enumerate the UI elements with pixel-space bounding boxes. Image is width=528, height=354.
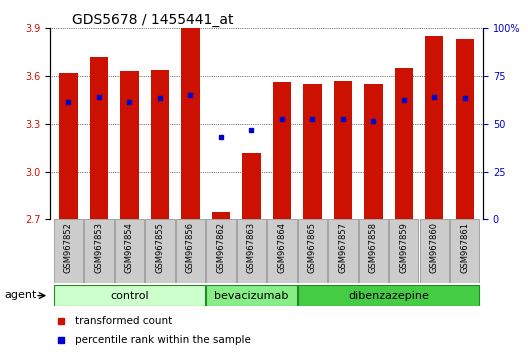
Bar [206, 219, 235, 283]
Bar [359, 219, 388, 283]
Text: GSM967853: GSM967853 [95, 222, 103, 273]
Bar [328, 219, 357, 283]
Bar [59, 73, 78, 219]
Text: GSM967855: GSM967855 [155, 222, 164, 273]
Text: GSM967857: GSM967857 [338, 222, 347, 273]
Text: GDS5678 / 1455441_at: GDS5678 / 1455441_at [72, 13, 233, 27]
Text: GSM967852: GSM967852 [64, 222, 73, 273]
Bar [237, 219, 266, 283]
Bar [145, 219, 175, 283]
Bar [151, 70, 169, 219]
Bar [425, 36, 444, 219]
Bar [90, 57, 108, 219]
Bar [450, 219, 479, 283]
Text: GSM967856: GSM967856 [186, 222, 195, 273]
Text: percentile rank within the sample: percentile rank within the sample [76, 335, 251, 345]
Bar [298, 285, 479, 306]
Text: GSM967865: GSM967865 [308, 222, 317, 273]
Bar [389, 219, 419, 283]
Bar [303, 84, 322, 219]
Bar [206, 285, 297, 306]
Bar [176, 219, 205, 283]
Text: GSM967860: GSM967860 [430, 222, 439, 273]
Bar [212, 211, 230, 219]
Text: GSM967862: GSM967862 [216, 222, 225, 273]
Bar [334, 81, 352, 219]
Bar [420, 219, 449, 283]
Text: transformed count: transformed count [76, 316, 173, 326]
Bar [267, 219, 297, 283]
Bar [54, 219, 83, 283]
Text: GSM967864: GSM967864 [277, 222, 286, 273]
Bar [456, 40, 474, 219]
Text: GSM967858: GSM967858 [369, 222, 378, 273]
Bar [54, 285, 205, 306]
Text: control: control [110, 291, 149, 301]
Text: GSM967863: GSM967863 [247, 222, 256, 273]
Bar [84, 219, 114, 283]
Text: GSM967861: GSM967861 [460, 222, 469, 273]
Bar [242, 153, 260, 219]
Bar [298, 219, 327, 283]
Text: GSM967854: GSM967854 [125, 222, 134, 273]
Text: dibenzazepine: dibenzazepine [348, 291, 429, 301]
Bar [273, 82, 291, 219]
Bar [115, 219, 144, 283]
Text: bevacizumab: bevacizumab [214, 291, 289, 301]
Bar [395, 68, 413, 219]
Text: agent: agent [4, 290, 36, 299]
Bar [181, 28, 200, 219]
Text: GSM967859: GSM967859 [399, 222, 408, 273]
Bar [364, 84, 382, 219]
Bar [120, 72, 138, 219]
